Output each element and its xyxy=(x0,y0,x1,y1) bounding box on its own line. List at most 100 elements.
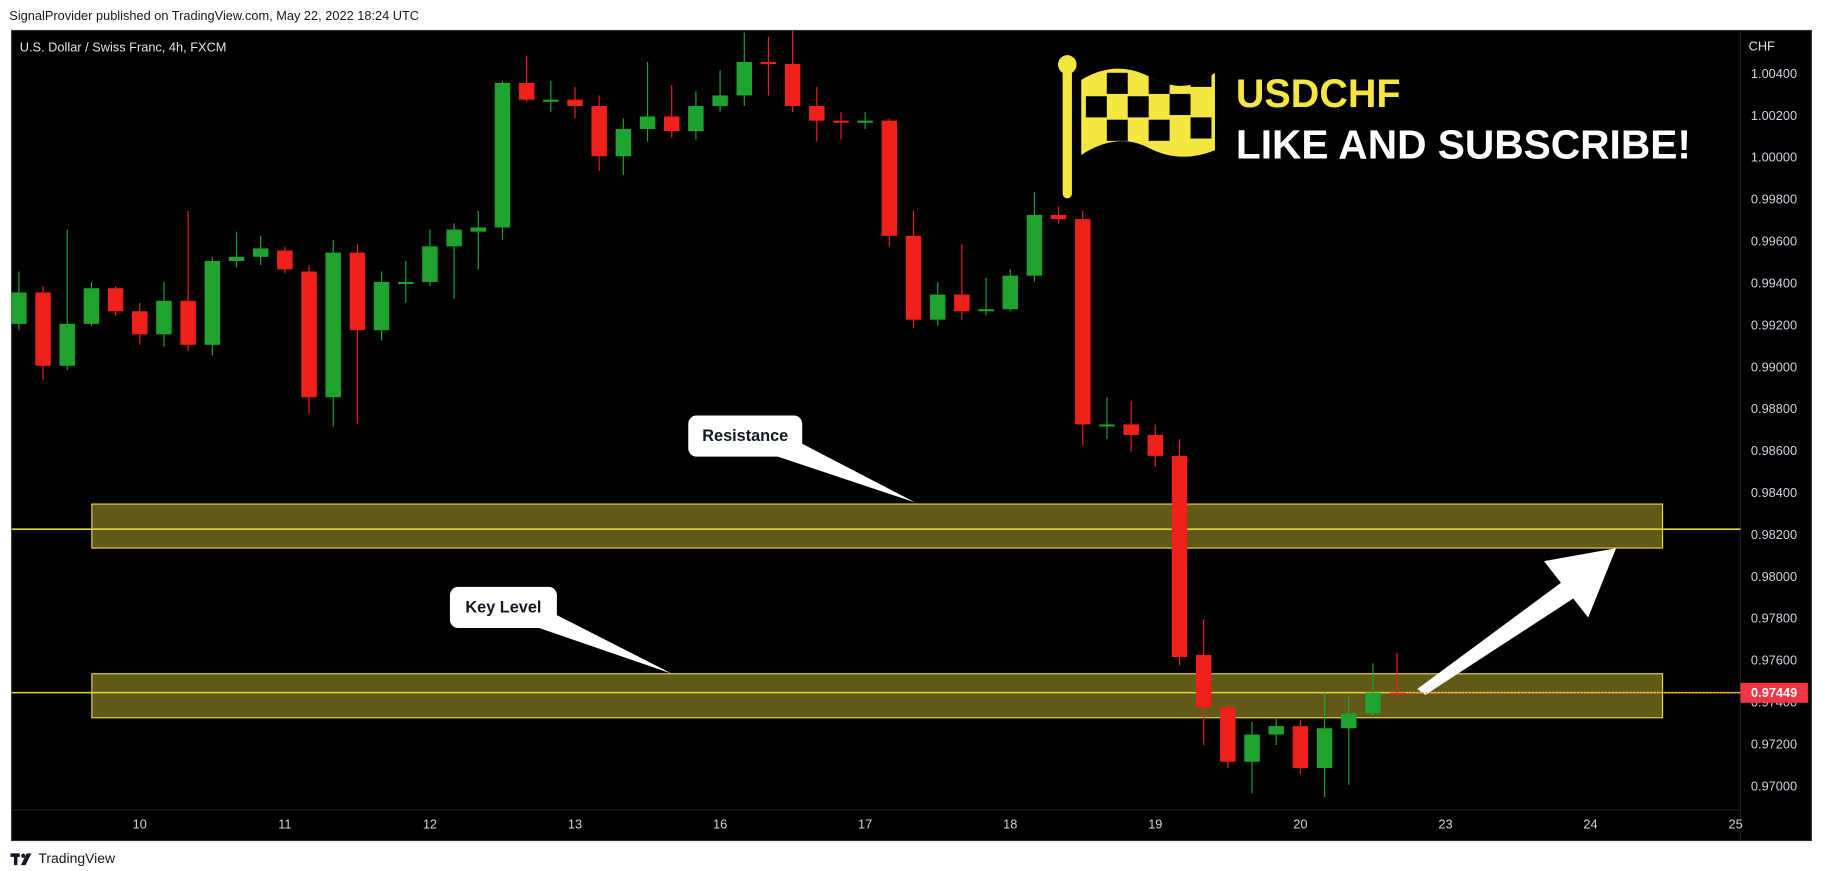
candle-body xyxy=(1316,728,1333,769)
candle-body xyxy=(1002,275,1018,310)
candle-body xyxy=(518,82,535,100)
candle-body xyxy=(905,235,922,320)
y-tick-label: 0.97000 xyxy=(1751,778,1797,793)
x-tick-label: 16 xyxy=(713,817,727,832)
candle-body xyxy=(446,229,462,247)
candle-body xyxy=(712,95,728,106)
arrow-shaft xyxy=(1417,579,1577,695)
y-tick-label: 0.99600 xyxy=(1751,233,1797,248)
y-tick-label: 0.97800 xyxy=(1751,611,1797,626)
candle-body xyxy=(1292,726,1309,769)
y-tick-label: 0.99200 xyxy=(1751,317,1797,332)
callout-pointer xyxy=(528,615,672,674)
candle-body xyxy=(349,252,366,331)
x-tick-label: 13 xyxy=(568,817,582,832)
candle-body xyxy=(301,271,317,398)
candle-body xyxy=(615,128,632,157)
candle-body xyxy=(325,252,341,398)
candle-body xyxy=(398,281,414,285)
candle-body xyxy=(760,61,777,65)
candle-body xyxy=(929,294,946,320)
symbol-info: U.S. Dollar / Swiss Franc, 4h, FXCM xyxy=(20,39,227,54)
y-axis-label: CHF xyxy=(1749,38,1775,53)
candle-body xyxy=(954,294,970,312)
x-tick-label: 18 xyxy=(1003,817,1017,832)
flag-icon xyxy=(1057,55,1215,199)
tradingview-logo xyxy=(10,853,32,866)
candle-body xyxy=(1268,726,1284,735)
candle-body xyxy=(107,288,124,312)
x-tick-label: 10 xyxy=(133,817,147,832)
candle-body xyxy=(1147,434,1164,456)
overlay-title: USDCHF xyxy=(1236,72,1401,116)
candle-body xyxy=(857,120,873,123)
candle-body xyxy=(204,260,221,345)
candle-body xyxy=(59,323,75,366)
y-tick-label: 0.99400 xyxy=(1751,275,1797,290)
candle-body xyxy=(83,288,100,324)
candle-body xyxy=(132,311,148,335)
callout-text: Resistance xyxy=(702,427,788,445)
candle-body xyxy=(1123,424,1139,435)
candle-body xyxy=(1075,219,1091,425)
candle-body xyxy=(833,120,849,123)
candle-body xyxy=(422,246,438,282)
x-tick-label: 25 xyxy=(1729,817,1743,832)
callout-box xyxy=(449,586,557,629)
x-tick-label: 19 xyxy=(1148,817,1162,832)
candle-body xyxy=(1365,692,1381,714)
y-tick-label: 0.98200 xyxy=(1751,527,1797,542)
footer-brand: TradingView xyxy=(38,850,116,866)
candle-body xyxy=(639,116,656,129)
candle-body xyxy=(736,61,752,96)
candle-body xyxy=(1195,654,1212,708)
candle-body xyxy=(470,227,487,232)
candle-body xyxy=(1050,214,1067,220)
candle-body xyxy=(978,309,994,312)
y-tick-label: 0.98000 xyxy=(1751,569,1797,584)
y-tick-label: 1.00400 xyxy=(1751,66,1797,81)
callout-box xyxy=(688,415,803,457)
candle-body xyxy=(663,116,680,132)
candle-body xyxy=(35,292,51,366)
candle-body xyxy=(591,105,607,157)
x-tick-label: 23 xyxy=(1438,817,1452,832)
candle-body xyxy=(494,82,511,228)
candle-body xyxy=(1244,734,1260,762)
y-tick-label: 0.98400 xyxy=(1751,485,1797,500)
y-tick-label: 0.99000 xyxy=(1751,359,1797,374)
x-tick-label: 17 xyxy=(858,817,872,832)
y-tick-label: 0.98600 xyxy=(1751,443,1797,458)
candle-body xyxy=(1220,707,1236,762)
y-tick-label: 0.99800 xyxy=(1751,192,1797,207)
candle-body xyxy=(809,105,825,121)
candle-body xyxy=(277,250,293,270)
publish-info: SignalProvider published on TradingView.… xyxy=(9,8,419,23)
candle-body xyxy=(252,248,269,257)
candle-body xyxy=(567,99,583,106)
candle-body xyxy=(180,300,196,345)
last-price-label: 0.97449 xyxy=(1751,685,1797,700)
y-tick-label: 1.00200 xyxy=(1751,108,1797,123)
x-tick-label: 12 xyxy=(423,817,437,832)
candle-body xyxy=(1171,455,1188,658)
candle-body xyxy=(543,99,559,102)
candle-body xyxy=(156,300,172,335)
y-tick-label: 0.97200 xyxy=(1751,736,1797,751)
candle-body xyxy=(373,281,390,331)
y-tick-label: 0.98800 xyxy=(1751,401,1797,416)
overlay-subtitle: LIKE AND SUBSCRIBE! xyxy=(1236,122,1691,168)
y-tick-label: 1.00000 xyxy=(1751,150,1797,165)
candle-body xyxy=(1099,424,1115,427)
candle-body xyxy=(1341,713,1357,729)
chart-background xyxy=(11,29,1812,842)
candle-body xyxy=(228,256,245,261)
candle-body xyxy=(784,64,801,106)
y-tick-label: 0.97600 xyxy=(1751,653,1797,668)
candle-body xyxy=(881,120,898,236)
x-tick-label: 20 xyxy=(1293,817,1307,832)
x-tick-label: 11 xyxy=(278,817,291,832)
callout-pointer xyxy=(767,443,915,503)
